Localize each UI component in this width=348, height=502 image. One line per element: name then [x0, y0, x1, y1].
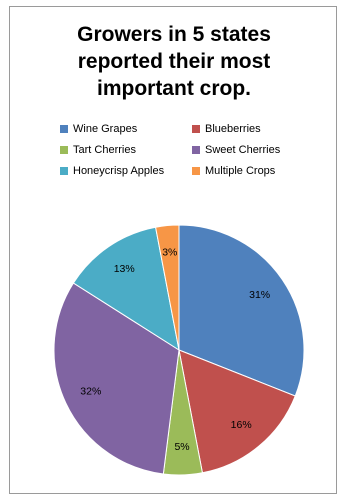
legend-item: Wine Grapes	[60, 121, 192, 136]
slice-data-label: 5%	[174, 441, 189, 453]
chart-title: Growers in 5 states reported their most …	[77, 23, 271, 100]
legend-swatch	[60, 166, 68, 175]
pie-slice	[178, 349, 296, 474]
slice-data-label: 16%	[231, 419, 252, 431]
pie-slice	[53, 282, 180, 475]
legend-swatch	[192, 145, 200, 154]
legend-item: Multiple Crops	[192, 163, 330, 178]
slice-data-label: 31%	[249, 289, 270, 301]
pie-slice	[178, 224, 305, 397]
slice-data-label: 3%	[162, 247, 177, 259]
legend-item: Tart Cherries	[60, 142, 192, 157]
slice-data-label: 32%	[80, 385, 101, 397]
legend-label: Honeycrisp Apples	[73, 164, 165, 177]
legend-item: Blueberries	[192, 121, 330, 136]
legend-swatch	[60, 145, 68, 154]
chart-frame: Growers in 5 states reported their most …	[9, 6, 337, 494]
pie-slice	[154, 224, 180, 351]
legend-item: Sweet Cherries	[192, 142, 330, 157]
legend-swatch	[192, 124, 200, 133]
legend-label: Sweet Cherries	[205, 143, 281, 156]
slice-data-label: 13%	[114, 263, 135, 275]
legend-swatch	[60, 124, 68, 133]
pie-chart: 31% 16% 5% 32% 13% 3%	[53, 224, 305, 476]
pie-slice	[72, 226, 180, 352]
legend-swatch	[192, 166, 200, 175]
legend-item: Honeycrisp Apples	[60, 163, 192, 178]
legend-label: Blueberries	[205, 122, 261, 135]
chart-legend: Wine Grapes Blueberries Tart Cherries Sweet…	[60, 121, 330, 178]
legend-label: Wine Grapes	[73, 122, 138, 135]
legend-label: Tart Cherries	[73, 143, 136, 156]
legend-label: Multiple Crops	[205, 164, 276, 177]
